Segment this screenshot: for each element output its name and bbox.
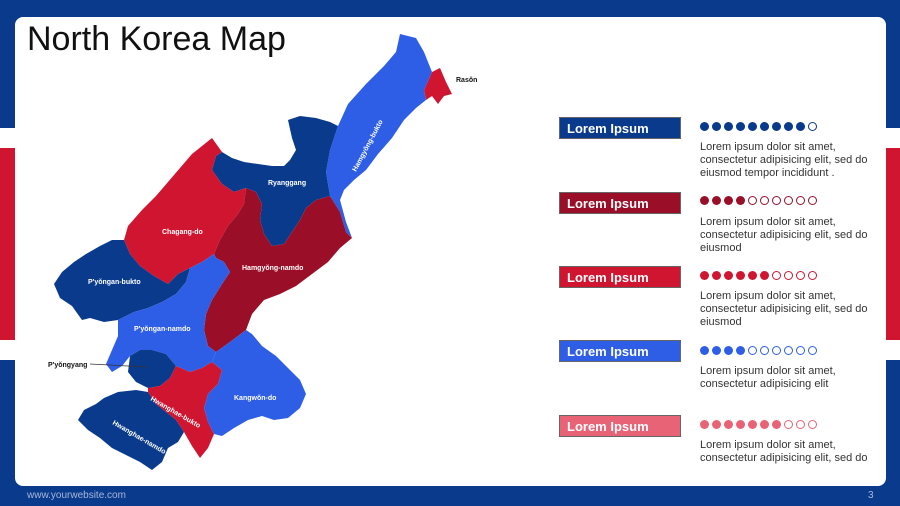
rating-dot-filled (772, 420, 781, 429)
region-rason[interactable] (424, 68, 452, 104)
region-ryanggang[interactable] (212, 116, 338, 246)
rating-dot-empty (784, 196, 793, 205)
footer-url[interactable]: www.yourwebsite.com (27, 490, 126, 501)
legend-label-1: Lorem Ipsum (559, 117, 681, 139)
rating-dot-filled (748, 420, 757, 429)
legend-label-4: Lorem Ipsum (559, 340, 681, 362)
rating-dot-empty (796, 420, 805, 429)
rating-dot-filled (760, 420, 769, 429)
page-title: North Korea Map (27, 20, 286, 58)
label-pyongyang: P'yŏngyang (48, 362, 87, 369)
rating-dot-filled (700, 420, 709, 429)
rating-dot-filled (700, 271, 709, 280)
legend-text-2: Lorem ipsum dolor sit amet, consectetur … (700, 216, 868, 254)
label-chagang: Chagang-do (162, 229, 203, 236)
rating-dot-filled (700, 122, 709, 131)
region-kangwon[interactable] (204, 330, 306, 436)
legend-label-3: Lorem Ipsum (559, 266, 681, 288)
rating-dot-empty (796, 271, 805, 280)
rating-dot-empty (808, 196, 817, 205)
rating-dot-empty (760, 346, 769, 355)
rating-dot-filled (700, 196, 709, 205)
rating-dot-filled (724, 346, 733, 355)
rating-dot-filled (712, 271, 721, 280)
rating-dot-filled (724, 420, 733, 429)
rating-dot-empty (772, 346, 781, 355)
rating-dot-empty (760, 196, 769, 205)
rating-dot-filled (748, 122, 757, 131)
region-pyongan-bukto[interactable] (54, 240, 190, 322)
region-chagang[interactable] (124, 138, 246, 284)
rating-dot-filled (736, 122, 745, 131)
rating-dot-filled (736, 346, 745, 355)
region-hwanghae-bukto[interactable] (148, 362, 222, 458)
rating-dot-empty (748, 196, 757, 205)
legend-dots-4 (700, 346, 817, 355)
rating-dot-filled (760, 271, 769, 280)
region-pyongyang[interactable] (128, 350, 176, 388)
label-rason: Rasŏn (456, 77, 477, 84)
rating-dot-filled (724, 196, 733, 205)
rating-dot-filled (712, 420, 721, 429)
region-hamgyong-bukto[interactable] (326, 34, 432, 238)
legend-text-5: Lorem ipsum dolor sit amet, consectetur … (700, 439, 868, 464)
label-kangwon: Kangwŏn-do (234, 395, 276, 402)
rating-dot-filled (712, 346, 721, 355)
label-hamgyong-namdo: Hamgyŏng-namdo (242, 265, 303, 272)
rating-dot-filled (724, 122, 733, 131)
rating-dot-filled (748, 271, 757, 280)
label-ryanggang: Ryanggang (268, 180, 306, 187)
rating-dot-filled (736, 271, 745, 280)
page-number: 3 (868, 490, 874, 501)
legend-dots-3 (700, 271, 817, 280)
rating-dot-empty (796, 196, 805, 205)
rating-dot-empty (808, 346, 817, 355)
rating-dot-filled (772, 122, 781, 131)
rating-dot-empty (808, 122, 817, 131)
legend-text-1: Lorem ipsum dolor sit amet, consectetur … (700, 141, 868, 179)
rating-dot-empty (772, 271, 781, 280)
rating-dot-filled (712, 196, 721, 205)
rating-dot-filled (700, 346, 709, 355)
region-hamgyong-namdo[interactable] (204, 188, 352, 352)
label-pyongan-bukto: P'yŏngan-bukto (88, 279, 141, 286)
legend-label-5: Lorem Ipsum (559, 415, 681, 437)
legend-text-4: Lorem ipsum dolor sit amet, consectetur … (700, 365, 836, 390)
rating-dot-empty (784, 420, 793, 429)
rating-dot-empty (784, 271, 793, 280)
rating-dot-empty (796, 346, 805, 355)
rating-dot-empty (808, 271, 817, 280)
legend-dots-1 (700, 122, 817, 131)
region-hwanghae-namdo[interactable] (78, 390, 184, 470)
rating-dot-empty (784, 346, 793, 355)
rating-dot-filled (784, 122, 793, 131)
pyongyang-leader-line (89, 363, 149, 368)
rating-dot-filled (724, 271, 733, 280)
rating-dot-filled (760, 122, 769, 131)
legend-dots-5 (700, 420, 817, 429)
legend-label-2: Lorem Ipsum (559, 192, 681, 214)
region-pyongan-namdo[interactable] (106, 254, 230, 372)
rating-dot-empty (772, 196, 781, 205)
label-pyongan-namdo: P'yŏngan-namdo (134, 326, 191, 333)
rating-dot-empty (808, 420, 817, 429)
rating-dot-filled (736, 420, 745, 429)
rating-dot-empty (748, 346, 757, 355)
legend-text-3: Lorem ipsum dolor sit amet, consectetur … (700, 290, 868, 328)
rating-dot-filled (712, 122, 721, 131)
rating-dot-filled (736, 196, 745, 205)
rating-dot-filled (796, 122, 805, 131)
legend-dots-2 (700, 196, 817, 205)
